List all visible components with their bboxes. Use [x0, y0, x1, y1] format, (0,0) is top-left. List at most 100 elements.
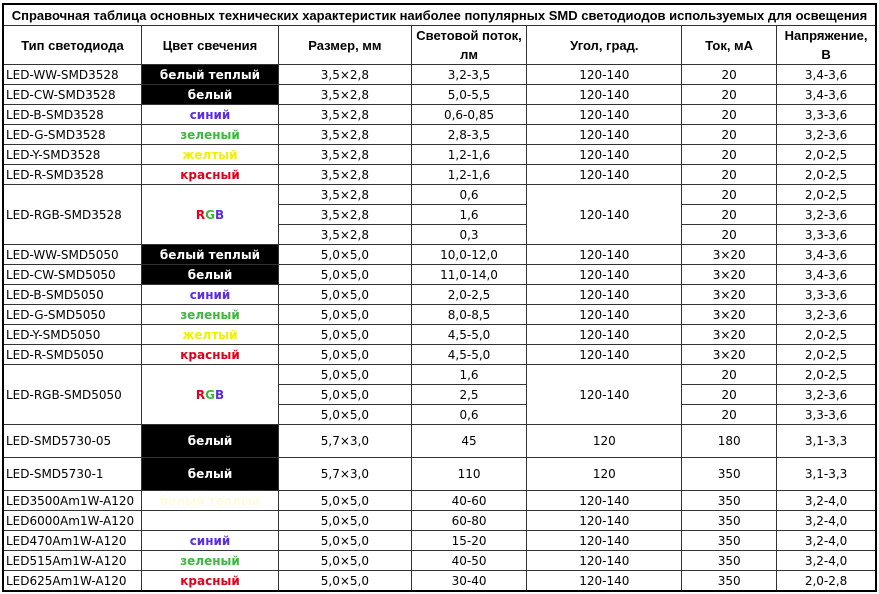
size-cell: 5,0×5,0 — [278, 364, 412, 385]
table-row: LED625Am1W-A120 красный 5,0×5,0 30-40 120-14… — [2, 570, 877, 592]
angle-cell: 120-140 — [526, 264, 683, 285]
flux-cell: 3,2-3,5 — [410, 64, 528, 85]
rgb-letter-g: G — [205, 207, 215, 222]
current-cell: 20 — [681, 384, 778, 405]
type-cell: LED625Am1W-A120 — [2, 570, 142, 592]
table-row: LED-R-SMD3528 красный 3,5×2,8 1,2-1,6 120-14… — [2, 164, 877, 185]
size-cell: 5,0×5,0 — [278, 344, 412, 365]
current-cell: 350 — [681, 490, 778, 511]
type-cell: LED-B-SMD5050 — [2, 284, 142, 305]
table-row: LED-WW-SMD3528 белый теплый 3,5×2,8 3,2-3,5… — [2, 64, 877, 85]
header-angle: Угол, град. — [526, 25, 683, 65]
current-cell: 20 — [681, 104, 778, 125]
color-cell: RGB — [140, 184, 280, 245]
angle-cell: 120-140 — [526, 284, 683, 305]
type-cell: LED-SMD5730-05 — [2, 424, 142, 458]
voltage-cell: 3,2-3,6 — [776, 204, 877, 225]
header-type: Тип светодиода — [2, 25, 142, 65]
flux-cell: 0,6 — [410, 184, 528, 205]
angle-cell: 120-140 — [526, 64, 683, 85]
flux-cell: 2,8-3,5 — [410, 124, 528, 145]
color-cell: синий — [140, 284, 280, 305]
type-cell: LED-G-SMD5050 — [2, 304, 142, 325]
table-row: LED-RGB-SMD5050 RGB 5,0×5,0 1,6 120-140 20 2,0… — [2, 364, 877, 425]
voltage-cell: 2,0-2,5 — [776, 164, 877, 185]
flux-cell: 4,5-5,0 — [410, 344, 528, 365]
size-cell: 3,5×2,8 — [278, 164, 412, 185]
table-row: LED-RGB-SMD3528 RGB 3,5×2,8 0,6 120-140 20 2,0… — [2, 184, 877, 245]
table-row: LED-R-SMD5050 красный 5,0×5,0 4,5-5,0 120-14… — [2, 344, 877, 365]
table-row: LED-G-SMD3528 зеленый 3,5×2,8 2,8-3,5 120-14… — [2, 124, 877, 145]
size-cell: 5,0×5,0 — [278, 304, 412, 325]
rgb-letter-g: G — [205, 387, 215, 402]
flux-cell: 40-60 — [410, 490, 528, 511]
type-cell: LED-RGB-SMD5050 — [2, 364, 142, 425]
table-row: LED6000Am1W-A120 5,0×5,0 60-80 120-140 350 3,… — [2, 510, 877, 531]
voltage-cell: 3,2-4,0 — [776, 490, 877, 511]
size-cell: 5,0×5,0 — [278, 284, 412, 305]
table-row: LED-SMD5730-05 белый 5,7×3,0 45 120 180 3,1-3,… — [2, 424, 877, 458]
color-cell: белый — [140, 84, 280, 105]
angle-cell: 120 — [526, 424, 683, 458]
table-row: LED515Am1W-A120 зеленый 5,0×5,0 40-50 120-14… — [2, 550, 877, 571]
color-cell: желтый — [140, 324, 280, 345]
current-cell: 20 — [681, 124, 778, 145]
angle-cell: 120-140 — [526, 84, 683, 105]
table-row: 5,0×5,0 0,6 20 3,3-3,6 — [3, 404, 877, 425]
flux-cell: 45 — [410, 424, 528, 458]
table-row: LED-CW-SMD3528 белый 3,5×2,8 5,0-5,5 120-140… — [2, 84, 877, 105]
rgb-letter-b: B — [214, 207, 225, 222]
type-cell: LED-Y-SMD5050 — [2, 324, 142, 345]
flux-cell: 60-80 — [410, 510, 528, 531]
type-cell: LED-WW-SMD5050 — [2, 244, 142, 265]
color-cell: красный — [140, 344, 280, 365]
size-cell: 5,0×5,0 — [278, 490, 412, 511]
current-cell: 350 — [681, 570, 778, 592]
type-cell: LED-B-SMD3528 — [2, 104, 142, 125]
flux-cell: 1,6 — [410, 364, 528, 385]
table-row: LED-WW-SMD5050 белый теплый 5,0×5,0 10,0-12… — [2, 244, 877, 265]
current-cell: 20 — [681, 84, 778, 105]
size-cell: 3,5×2,8 — [278, 184, 412, 205]
color-cell: белый — [140, 457, 280, 491]
voltage-cell: 3,1-3,3 — [776, 457, 877, 491]
header-flux: Световой поток, лм — [410, 25, 528, 65]
current-cell: 20 — [681, 224, 778, 245]
size-cell: 5,0×5,0 — [278, 244, 412, 265]
table-row: LED-G-SMD5050 зеленый 5,0×5,0 8,0-8,5 120-14… — [2, 304, 877, 325]
voltage-cell: 3,1-3,3 — [776, 424, 877, 458]
table-row: LED-B-SMD3528 синий 3,5×2,8 0,6-0,85 120-140… — [2, 104, 877, 125]
type-cell: LED-R-SMD5050 — [2, 344, 142, 365]
size-cell: 5,0×5,0 — [278, 510, 412, 531]
angle-cell: 120-140 — [526, 490, 683, 511]
table-row: LED3500Am1W-A120 белый теплый 5,0×5,0 40-60… — [2, 490, 877, 511]
type-cell: LED-Y-SMD3528 — [2, 144, 142, 165]
rgb-letter-r: R — [195, 387, 206, 402]
angle-cell: 120-140 — [526, 344, 683, 365]
angle-cell: 120-140 — [526, 364, 683, 425]
type-cell: LED-SMD5730-1 — [2, 457, 142, 491]
angle-cell: 120-140 — [526, 164, 683, 185]
size-cell: 3,5×2,8 — [278, 124, 412, 145]
angle-cell: 120-140 — [526, 324, 683, 345]
flux-cell: 1,2-1,6 — [410, 144, 528, 165]
flux-cell: 5,0-5,5 — [410, 84, 528, 105]
current-cell: 20 — [681, 64, 778, 85]
color-cell: синий — [140, 530, 280, 551]
voltage-cell: 2,0-2,5 — [776, 184, 877, 205]
table-row: LED-Y-SMD5050 желтый 5,0×5,0 4,5-5,0 120-140… — [2, 324, 877, 345]
color-cell: зеленый — [140, 124, 280, 145]
current-cell: 20 — [681, 184, 778, 205]
size-cell: 3,5×2,8 — [278, 144, 412, 165]
header-current: Ток, мА — [681, 25, 778, 65]
color-cell: зеленый — [140, 550, 280, 571]
flux-cell: 110 — [410, 457, 528, 491]
size-cell: 3,5×2,8 — [278, 204, 412, 225]
size-cell: 3,5×2,8 — [278, 104, 412, 125]
color-cell: красный — [140, 570, 280, 592]
flux-cell: 2,0-2,5 — [410, 284, 528, 305]
table-row: LED470Am1W-A120 синий 5,0×5,0 15-20 120-140 3… — [2, 530, 877, 551]
voltage-cell: 3,2-3,6 — [776, 124, 877, 145]
flux-cell: 0,3 — [410, 224, 528, 245]
angle-cell: 120-140 — [526, 184, 683, 245]
